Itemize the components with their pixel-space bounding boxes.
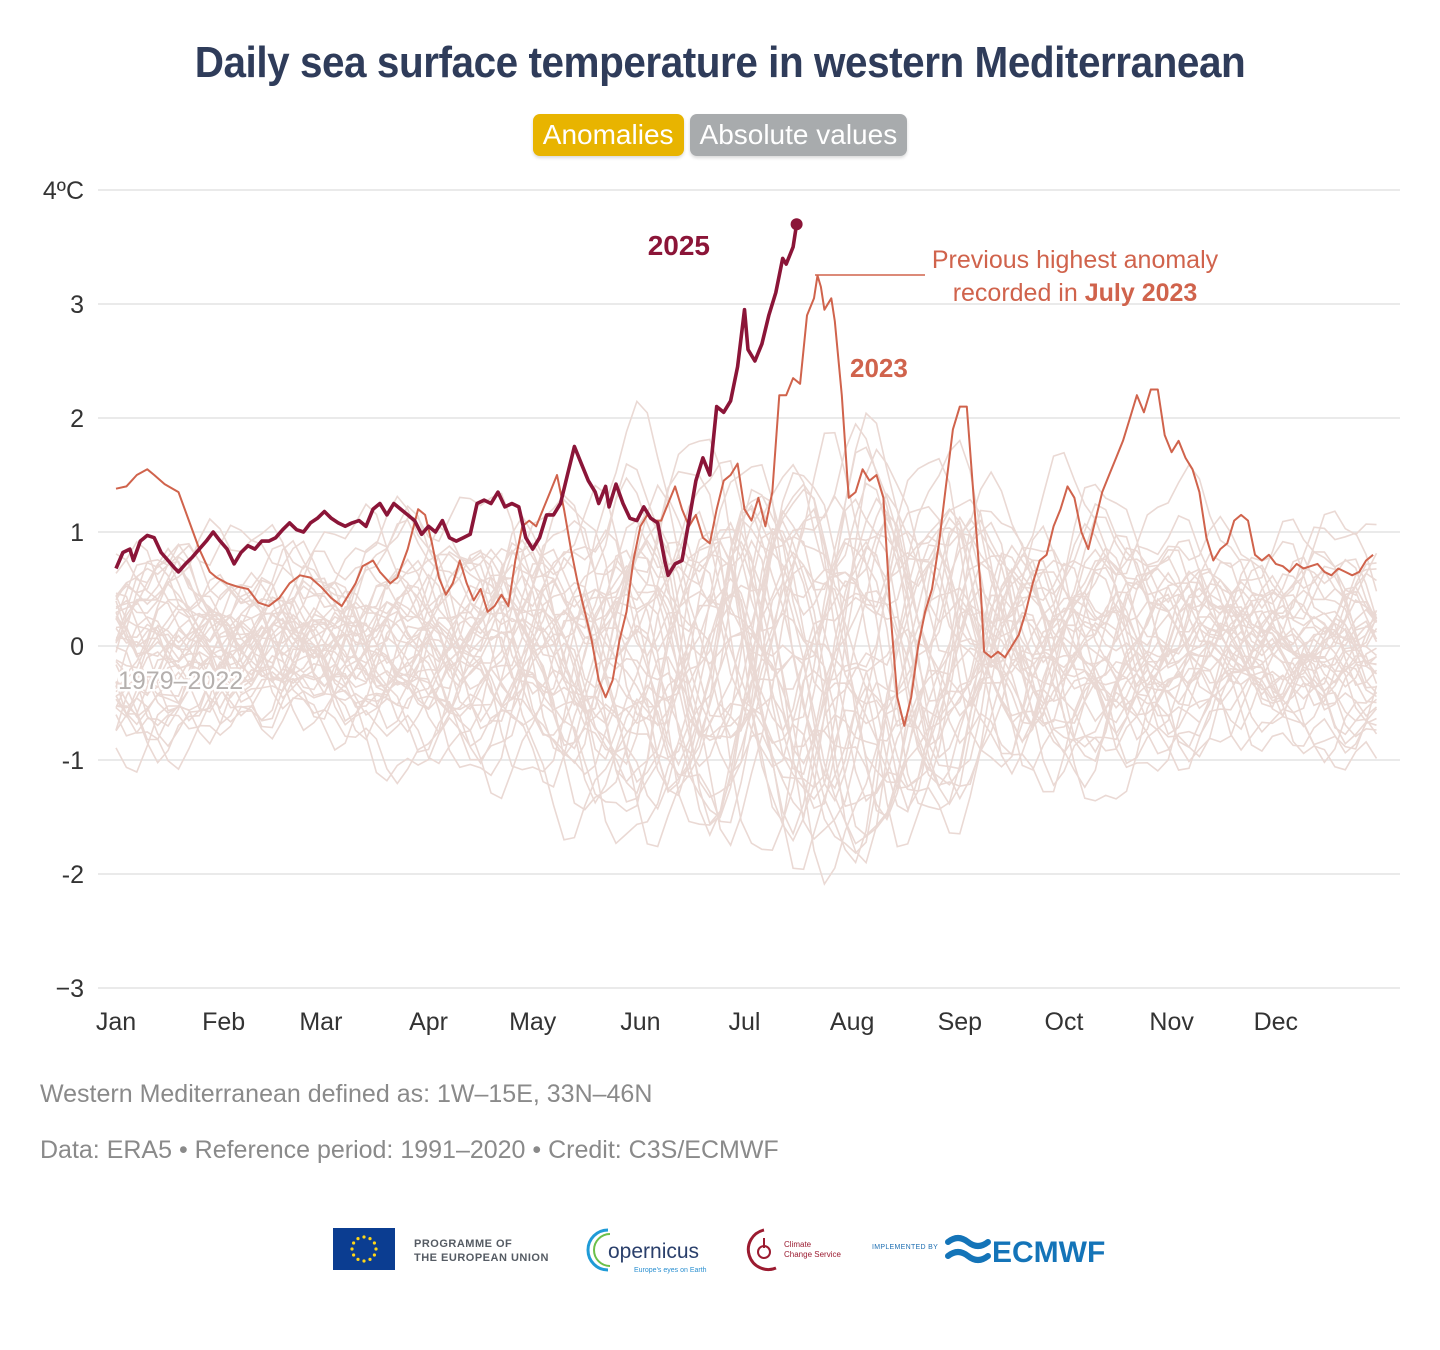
copernicus-wordmark: opernicus: [608, 1240, 699, 1263]
history-line: [115, 495, 1377, 791]
series-lines: [114, 218, 1374, 727]
series-line-2025: [114, 223, 799, 578]
history-line: [115, 507, 1378, 843]
y-axis: 4ºC 3 2 1 0 -1 -2 −3: [43, 177, 84, 1003]
history-line: [115, 482, 1378, 788]
c3s-line2: Change Service: [784, 1250, 841, 1259]
x-tick-label: Aug: [830, 1008, 874, 1036]
eu-programme-text: PROGRAMME OF THE EUROPEAN UNION: [414, 1237, 549, 1265]
history-line: [115, 492, 1378, 789]
history-line: [115, 530, 1378, 865]
x-tick-label: Jun: [620, 1008, 660, 1036]
history-line: [115, 552, 1378, 852]
source-note: Data: ERA5 • Reference period: 1991–2020…: [40, 1136, 779, 1164]
record-annotation-prefix: recorded in: [953, 279, 1078, 307]
y-tick-label: 0: [70, 633, 84, 661]
chart-title: Daily sea surface temperature in western…: [194, 38, 1246, 87]
history-line: [115, 471, 1378, 784]
climate-change-service-logo: Climate Change Service: [746, 1228, 841, 1272]
logo-strip: PROGRAMME OF THE EUROPEAN UNION opernicu…: [330, 1222, 1120, 1278]
history-line: [115, 509, 1378, 837]
history-lines: [115, 399, 1378, 886]
x-tick-label: Oct: [1045, 1008, 1084, 1036]
x-tick-label: Jan: [96, 1008, 136, 1036]
c3s-line1: Climate: [784, 1240, 812, 1249]
y-tick-label: 1: [70, 519, 84, 547]
x-tick-label: Nov: [1149, 1008, 1194, 1036]
y-tick-label: -2: [62, 861, 84, 889]
history-range-label: 1979–2022: [118, 667, 243, 695]
history-line: [115, 438, 1378, 776]
annotations: 2025 2023 Previous highest anomaly recor…: [648, 230, 1219, 383]
y-tick-label: −3: [55, 975, 84, 1003]
series-label-2025: 2025: [648, 230, 710, 261]
eu-flag-logo: [333, 1228, 395, 1270]
eu-line1: PROGRAMME OF: [414, 1238, 513, 1250]
y-tick-label: -1: [62, 747, 84, 775]
series-label-2023: 2023: [850, 353, 908, 383]
x-tick-label: Feb: [202, 1008, 245, 1036]
record-annotation-line1: Previous highest anomaly: [932, 246, 1219, 274]
y-tick-label: 4ºC: [43, 177, 84, 205]
history-line: [115, 482, 1378, 826]
x-tick-label: Apr: [409, 1008, 448, 1036]
y-tick-label: 3: [70, 291, 84, 319]
copernicus-logo: opernicus Europe's eyes on Earth: [586, 1228, 707, 1274]
implemented-by-text: IMPLEMENTED BY: [872, 1244, 939, 1251]
series-endpoint-2025: [790, 218, 803, 231]
absolute-values-toggle[interactable]: Absolute values: [689, 114, 908, 156]
history-line: [115, 470, 1377, 768]
eu-line2: THE EUROPEAN UNION: [414, 1252, 549, 1264]
history-line: [115, 447, 1377, 765]
x-tick-label: Jul: [729, 1008, 761, 1036]
y-tick-label: 2: [70, 405, 84, 433]
x-tick-label: Dec: [1254, 1008, 1298, 1036]
ecmwf-logo: ECMWF: [945, 1235, 1105, 1269]
record-annotation-highlight: July 2023: [1085, 279, 1198, 307]
ecmwf-wordmark: ECMWF: [992, 1236, 1105, 1269]
history-line: [115, 497, 1378, 816]
x-tick-label: Sep: [938, 1008, 982, 1036]
sst-anomaly-chart: 4ºC 3 2 1 0 -1 -2 −3 Jan Feb Mar Apr May Jun Jul Aug Se…: [43, 177, 1400, 1036]
series-line-2023: [115, 274, 1374, 727]
x-axis: Jan Feb Mar Apr May Jun Jul Aug Sep Oct Nov Dec: [96, 1008, 1298, 1036]
region-note: Western Mediterranean defined as: 1W–15E…: [40, 1080, 653, 1108]
anomalies-toggle[interactable]: Anomalies: [532, 114, 684, 156]
history-line: [115, 399, 1377, 726]
history-line: [115, 541, 1377, 826]
x-tick-label: May: [509, 1008, 557, 1036]
copernicus-tagline: Europe's eyes on Earth: [634, 1267, 707, 1274]
record-annotation-line2: recorded in July 2023: [953, 279, 1198, 307]
view-toggle-group: Anomalies Absolute values: [0, 114, 1440, 156]
x-tick-label: Mar: [299, 1008, 342, 1036]
history-line: [115, 498, 1377, 823]
history-line: [115, 516, 1377, 848]
